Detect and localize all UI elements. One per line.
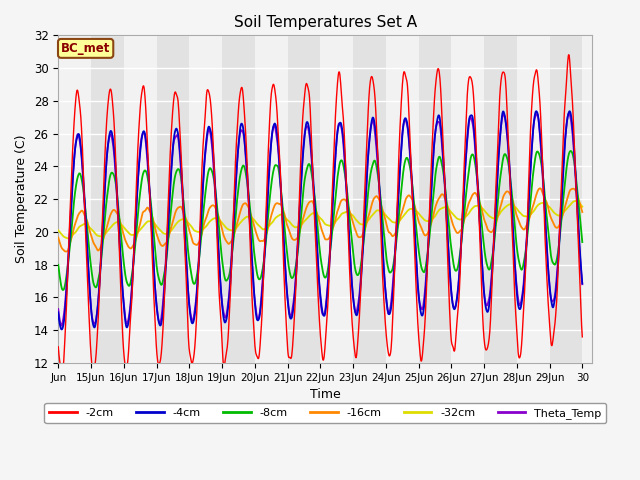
Bar: [484, 36, 516, 363]
Theta_Temp: [565, 110, 573, 116]
-16cm: [297, 225, 305, 231]
-16cm: [54, 235, 62, 240]
-8cm: [521, 255, 529, 261]
-4cm: [307, 139, 314, 145]
-32cm: [297, 223, 305, 228]
-8cm: [54, 262, 62, 268]
Line: -32cm: -32cm: [58, 201, 582, 238]
Theta_Temp: [137, 142, 145, 148]
Line: -8cm: -8cm: [58, 151, 582, 290]
Bar: [255, 36, 287, 363]
-8cm: [567, 148, 575, 154]
Theta_Temp: [572, 186, 580, 192]
Bar: [124, 36, 157, 363]
-16cm: [572, 189, 580, 194]
-32cm: [579, 204, 586, 210]
Line: -2cm: -2cm: [58, 55, 582, 373]
Line: -4cm: -4cm: [58, 111, 582, 329]
-4cm: [579, 281, 586, 287]
Bar: [582, 36, 615, 363]
-8cm: [444, 211, 452, 216]
Bar: [516, 36, 550, 363]
Bar: [58, 36, 91, 363]
-2cm: [572, 182, 580, 188]
-32cm: [572, 198, 580, 204]
-16cm: [521, 226, 529, 232]
-8cm: [572, 176, 580, 182]
Line: Theta_Temp: Theta_Temp: [58, 113, 582, 326]
-8cm: [307, 165, 314, 170]
Bar: [451, 36, 484, 363]
Bar: [320, 36, 353, 363]
-2cm: [565, 52, 573, 58]
Theta_Temp: [307, 144, 314, 149]
-2cm: [58, 371, 66, 376]
Line: -16cm: -16cm: [58, 188, 582, 252]
-8cm: [60, 287, 67, 293]
Bar: [91, 36, 124, 363]
Bar: [222, 36, 255, 363]
Bar: [189, 36, 222, 363]
-8cm: [579, 239, 586, 245]
Theta_Temp: [54, 306, 62, 312]
Theta_Temp: [444, 238, 452, 243]
Bar: [386, 36, 419, 363]
X-axis label: Time: Time: [310, 388, 340, 401]
Theta_Temp: [58, 323, 65, 329]
Theta_Temp: [297, 185, 305, 191]
-2cm: [444, 260, 452, 265]
-2cm: [579, 334, 586, 340]
Y-axis label: Soil Temperature (C): Soil Temperature (C): [15, 135, 28, 264]
-16cm: [536, 185, 544, 191]
-16cm: [137, 219, 145, 225]
-32cm: [521, 213, 529, 219]
-16cm: [62, 249, 70, 254]
Bar: [287, 36, 320, 363]
-16cm: [579, 209, 586, 215]
-32cm: [64, 235, 72, 241]
-4cm: [521, 274, 529, 279]
-32cm: [137, 227, 145, 232]
Theta_Temp: [521, 267, 529, 273]
-2cm: [307, 114, 314, 120]
-4cm: [297, 190, 305, 195]
-8cm: [137, 186, 145, 192]
Theta_Temp: [579, 281, 586, 287]
-4cm: [54, 310, 62, 315]
-2cm: [521, 288, 529, 293]
-32cm: [444, 205, 452, 211]
-16cm: [444, 204, 452, 210]
Title: Soil Temperatures Set A: Soil Temperatures Set A: [234, 15, 417, 30]
-2cm: [297, 160, 305, 166]
-32cm: [54, 228, 62, 233]
-4cm: [137, 145, 145, 151]
-16cm: [307, 199, 314, 204]
Bar: [550, 36, 582, 363]
-2cm: [54, 344, 62, 349]
-32cm: [572, 198, 580, 204]
-4cm: [572, 180, 580, 186]
Bar: [353, 36, 386, 363]
-4cm: [532, 108, 540, 114]
Text: BC_met: BC_met: [61, 42, 110, 55]
Bar: [419, 36, 451, 363]
-4cm: [444, 237, 452, 242]
-8cm: [297, 218, 305, 224]
-4cm: [58, 326, 65, 332]
Bar: [157, 36, 189, 363]
-32cm: [307, 212, 314, 218]
-2cm: [137, 101, 145, 107]
Legend: -2cm, -4cm, -8cm, -16cm, -32cm, Theta_Temp: -2cm, -4cm, -8cm, -16cm, -32cm, Theta_Te…: [44, 403, 606, 423]
